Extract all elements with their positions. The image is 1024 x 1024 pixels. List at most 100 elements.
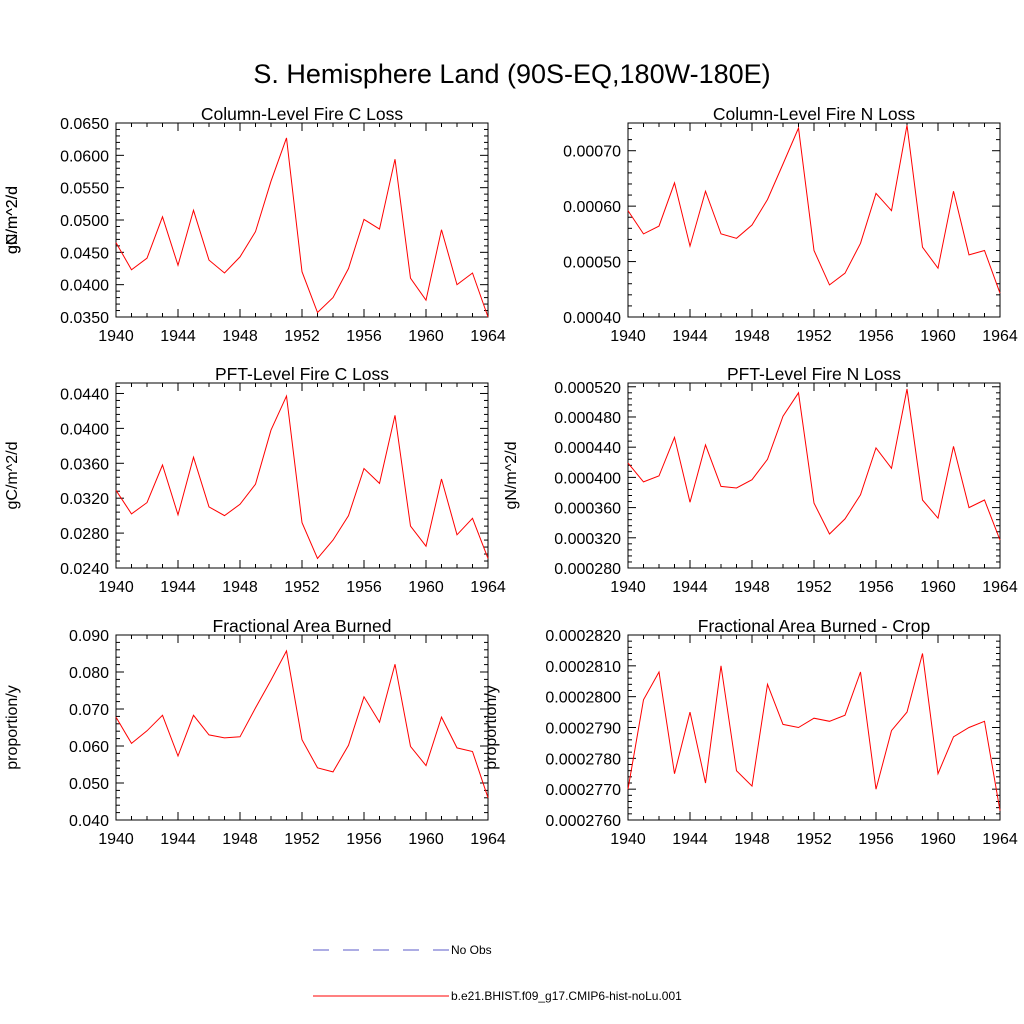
x-tick-label: 1952 xyxy=(284,831,320,848)
y-tick-label: 0.0002780 xyxy=(545,751,621,768)
y-tick-label: 0.00060 xyxy=(563,199,621,216)
plot-frame xyxy=(115,634,489,821)
x-tick-label: 1944 xyxy=(160,328,196,345)
panel-title: Column-Level Fire C Loss xyxy=(201,104,404,124)
y-tick-label: 0.0320 xyxy=(60,491,109,508)
series-line xyxy=(115,394,489,560)
y-tick-label: 0.0002800 xyxy=(545,690,621,707)
x-tick-label: 1964 xyxy=(470,579,506,596)
y-tick-label: 0.000280 xyxy=(554,561,621,578)
y-tick-label: 0.0440 xyxy=(60,386,109,403)
y-tick-label: 0.090 xyxy=(69,628,109,645)
y-tick-label: 0.000480 xyxy=(554,410,621,427)
y-tick-label: 0.0600 xyxy=(60,148,109,165)
x-tick-label: 1940 xyxy=(610,328,646,345)
series-line xyxy=(627,388,1001,541)
y-tick-label: 0.0400 xyxy=(60,278,109,295)
x-tick-label: 1960 xyxy=(920,328,956,345)
y-tick-label: 0.060 xyxy=(69,739,109,756)
y-axis-label: gN/m^2/d xyxy=(503,442,520,510)
panel-6: 1940 1944 1948 1952 1956 1960 1964 0.0002760 0.0… xyxy=(483,616,1018,848)
x-tick-label: 1940 xyxy=(98,579,134,596)
y-tick-label: 0.000360 xyxy=(554,501,621,518)
x-tick-label: 1948 xyxy=(734,579,770,596)
x-tick-label: 1956 xyxy=(346,831,382,848)
x-tick-label: 1944 xyxy=(160,831,196,848)
x-tick-label: 1948 xyxy=(734,831,770,848)
x-tick-label: 1948 xyxy=(222,579,258,596)
x-tick-label: 1952 xyxy=(796,831,832,848)
x-tick-label: 1948 xyxy=(222,831,258,848)
x-tick-label: 1944 xyxy=(160,579,196,596)
y-tick-label: 0.080 xyxy=(69,665,109,682)
x-tick-label: 1964 xyxy=(470,328,506,345)
x-tick-label: 1960 xyxy=(920,831,956,848)
y-axis-label: gC/m^2/d xyxy=(4,442,21,510)
x-tick-label: 1948 xyxy=(734,328,770,345)
y-tick-label: 0.0002770 xyxy=(545,782,621,799)
y-axis-label: proportion/y xyxy=(4,685,21,770)
panel-title: Fractional Area Burned xyxy=(213,616,392,636)
series-line xyxy=(115,649,489,798)
y-tick-label: 0.070 xyxy=(69,702,109,719)
legend-model-label: b.e21.BHIST.f09_g17.CMIP6-hist-noLu.001 xyxy=(451,989,682,1003)
y-tick-label: 0.050 xyxy=(69,776,109,793)
panel-1: 1940 1944 1948 1952 1956 1960 1964 0.0350 0.0400… xyxy=(4,104,506,345)
x-tick-label: 1948 xyxy=(222,328,258,345)
y-tick-label: 0.0450 xyxy=(60,245,109,262)
y-tick-label: 0.0002810 xyxy=(545,659,621,676)
y-tick-label: 0.00070 xyxy=(563,144,621,161)
x-tick-label: 1944 xyxy=(672,328,708,345)
x-tick-label: 1956 xyxy=(858,328,894,345)
x-tick-label: 1940 xyxy=(98,328,134,345)
panel-2: 1940 1944 1948 1952 1956 1960 1964 0.00040 0.000… xyxy=(4,104,1018,345)
x-tick-label: 1944 xyxy=(672,831,708,848)
x-tick-label: 1964 xyxy=(982,328,1018,345)
x-tick-label: 1952 xyxy=(284,579,320,596)
x-tick-label: 1960 xyxy=(408,579,444,596)
panel-title: Column-Level Fire N Loss xyxy=(713,104,916,124)
y-tick-label: 0.0002820 xyxy=(545,628,621,645)
plot-frame xyxy=(115,122,489,318)
x-tick-label: 1956 xyxy=(858,579,894,596)
y-tick-label: 0.040 xyxy=(69,813,109,830)
series-line xyxy=(115,137,489,318)
y-tick-label: 0.0400 xyxy=(60,421,109,438)
y-tick-label: 0.00040 xyxy=(563,310,621,327)
x-tick-label: 1952 xyxy=(796,328,832,345)
y-tick-label: 0.0350 xyxy=(60,310,109,327)
y-tick-label: 0.000400 xyxy=(554,470,621,487)
x-tick-label: 1940 xyxy=(98,831,134,848)
x-tick-label: 1940 xyxy=(610,831,646,848)
x-tick-label: 1952 xyxy=(796,579,832,596)
x-tick-label: 1960 xyxy=(920,579,956,596)
y-tick-label: 0.000440 xyxy=(554,440,621,457)
y-tick-label: 0.0360 xyxy=(60,456,109,473)
panel-3: 1940 1944 1948 1952 1956 1960 1964 0.0240 0.0280… xyxy=(4,364,506,596)
legend-obs-label: No Obs xyxy=(451,943,492,957)
y-axis-label: gN/m^2/d xyxy=(4,186,21,254)
panel-5: 1940 1944 1948 1952 1956 1960 1964 0.040 0.050 0.… xyxy=(4,616,506,848)
x-tick-label: 1940 xyxy=(610,579,646,596)
panel-title: Fractional Area Burned - Crop xyxy=(698,616,930,636)
legend: No Obs b.e21.BHIST.f09_g17.CMIP6-hist-no… xyxy=(313,943,682,1003)
y-tick-label: 0.0002790 xyxy=(545,721,621,738)
y-tick-label: 0.0500 xyxy=(60,213,109,230)
x-tick-label: 1944 xyxy=(672,579,708,596)
panel-4: 1940 1944 1948 1952 1956 1960 1964 0.000280 0.00… xyxy=(503,364,1018,596)
y-tick-label: 0.000520 xyxy=(554,380,621,397)
x-tick-label: 1952 xyxy=(284,328,320,345)
x-tick-label: 1956 xyxy=(858,831,894,848)
x-tick-label: 1956 xyxy=(346,328,382,345)
y-tick-label: 0.0280 xyxy=(60,526,109,543)
y-tick-label: 0.0650 xyxy=(60,116,109,133)
x-tick-label: 1956 xyxy=(346,579,382,596)
series-line xyxy=(627,125,1001,294)
y-axis-label: gC/m^2/d xyxy=(4,186,21,254)
panel-title: PFT-Level Fire N Loss xyxy=(727,364,901,384)
x-tick-label: 1964 xyxy=(982,831,1018,848)
y-axis-label: proportion/y xyxy=(483,685,500,770)
x-tick-label: 1960 xyxy=(408,328,444,345)
figure-title: S. Hemisphere Land (90S-EQ,180W-180E) xyxy=(253,59,770,89)
y-tick-label: 0.0240 xyxy=(60,561,109,578)
